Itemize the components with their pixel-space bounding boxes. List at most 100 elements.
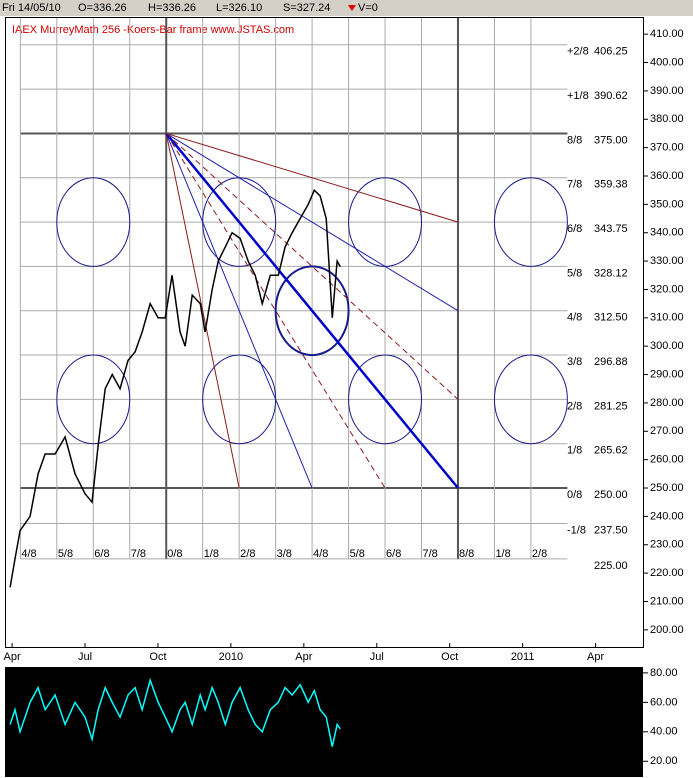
murrey-time-name: 7/8 (131, 548, 146, 560)
x-tick-label: Oct (441, 651, 458, 663)
murrey-level-value: 390.62 (594, 90, 628, 102)
murrey-level-value: 225.00 (594, 560, 628, 572)
y-tick-label: 410.00 (650, 28, 684, 40)
fan-line (166, 132, 459, 223)
murrey-time-name: 6/8 (94, 548, 109, 560)
murrey-level-name: 8/8 (567, 134, 582, 146)
murrey-level-value: 296.88 (594, 356, 628, 368)
osc-tick-label: 60.00 (650, 696, 678, 708)
x-tick-label: Jul (78, 651, 92, 663)
murrey-level-value: 343.75 (594, 223, 628, 235)
y-tick-label: 220.00 (650, 567, 684, 579)
murrey-circle (493, 354, 568, 445)
murrey-level-value: 375.00 (594, 134, 628, 146)
murrey-level-name: 6/8 (567, 223, 582, 235)
y-tick-label: 340.00 (650, 227, 684, 239)
price-line (9, 188, 341, 588)
murrey-level-value: 328.12 (594, 267, 628, 279)
x-tick-label: Oct (149, 651, 166, 663)
murrey-level-value: 281.25 (594, 400, 628, 412)
header-date: Fri 14/05/10 (2, 2, 61, 14)
y-tick-label: 370.00 (650, 142, 684, 154)
header-high: H=336.26 (148, 2, 196, 14)
murrey-level-name: 3/8 (567, 356, 582, 368)
y-tick-label: 200.00 (650, 624, 684, 636)
x-tick-label: Apr (4, 651, 21, 663)
murrey-time-name: 3/8 (277, 548, 292, 560)
y-tick-label: 320.00 (650, 283, 684, 295)
murrey-circle (348, 354, 423, 445)
murrey-level-name: -1/8 (567, 524, 586, 536)
y-tick-label: 240.00 (650, 510, 684, 522)
murrey-level-value: 359.38 (594, 179, 628, 191)
murrey-level-name: +2/8 (567, 46, 589, 58)
header-close: S=327.24 (283, 2, 330, 14)
y-tick-label: 300.00 (650, 340, 684, 352)
murrey-time-name: 7/8 (423, 548, 438, 560)
y-tick-label: 350.00 (650, 198, 684, 210)
murrey-time-name: 0/8 (167, 548, 182, 560)
murrey-level-name: 5/8 (567, 267, 582, 279)
y-tick-label: 210.00 (650, 595, 684, 607)
oscillator-panel (5, 667, 643, 777)
x-tick-label: Jul (370, 651, 384, 663)
osc-tick-label: 20.00 (650, 755, 678, 767)
x-tick-label: Apr (587, 651, 604, 663)
header-open: O=336.26 (78, 2, 127, 14)
down-arrow (348, 5, 356, 11)
murrey-level-name: 0/8 (567, 489, 582, 501)
murrey-time-name: 1/8 (495, 548, 510, 560)
chart-title: IAEX MurreyMath 256 -Koers-Bar frame www… (12, 24, 294, 36)
y-tick-label: 290.00 (650, 368, 684, 380)
murrey-level-value: 237.50 (594, 524, 628, 536)
osc-tick-label: 80.00 (650, 667, 678, 679)
fan-line (165, 133, 459, 400)
header-low: L=326.10 (216, 2, 262, 14)
x-tick-label: Apr (295, 651, 312, 663)
y-tick-label: 360.00 (650, 170, 684, 182)
fan-line (165, 133, 313, 489)
osc-tick-label: 40.00 (650, 726, 678, 738)
murrey-time-name: 5/8 (350, 548, 365, 560)
y-tick-label: 390.00 (650, 85, 684, 97)
price-line (9, 677, 341, 747)
murrey-level-name: 2/8 (567, 400, 582, 412)
y-tick-label: 400.00 (650, 56, 684, 68)
murrey-time-name: 2/8 (532, 548, 547, 560)
header-volume: V=0 (358, 2, 378, 14)
murrey-circle (56, 354, 131, 445)
murrey-circle (56, 177, 131, 267)
murrey-level-value: 406.25 (594, 46, 628, 58)
murrey-time-name: 8/8 (459, 548, 474, 560)
murrey-level-value: 250.00 (594, 489, 628, 501)
murrey-time-name: 5/8 (58, 548, 73, 560)
murrey-level-name: 1/8 (567, 445, 582, 457)
murrey-time-name: 6/8 (386, 548, 401, 560)
x-tick-label: 2010 (219, 651, 243, 663)
fan-line (165, 133, 240, 489)
murrey-time-name: 4/8 (313, 548, 328, 560)
price-panel (5, 17, 644, 648)
y-tick-label: 310.00 (650, 312, 684, 324)
x-tick-label: 2011 (511, 651, 535, 663)
murrey-circle (493, 177, 568, 267)
fan-line (165, 133, 459, 312)
fan-line (165, 132, 459, 489)
murrey-level-name: 7/8 (567, 179, 582, 191)
murrey-circle-bold (274, 265, 350, 357)
murrey-level-value: 265.62 (594, 445, 628, 457)
header-bar (0, 0, 693, 16)
murrey-time-name: 1/8 (204, 548, 219, 560)
y-tick-label: 260.00 (650, 454, 684, 466)
murrey-time-name: 2/8 (240, 548, 255, 560)
murrey-time-name: 4/8 (21, 548, 36, 560)
y-tick-label: 250.00 (650, 482, 684, 494)
y-tick-label: 380.00 (650, 113, 684, 125)
y-tick-label: 330.00 (650, 255, 684, 267)
y-tick-label: 270.00 (650, 425, 684, 437)
murrey-level-name: +1/8 (567, 90, 589, 102)
y-tick-label: 280.00 (650, 397, 684, 409)
murrey-level-value: 312.50 (594, 312, 628, 324)
murrey-level-name: 4/8 (567, 312, 582, 324)
